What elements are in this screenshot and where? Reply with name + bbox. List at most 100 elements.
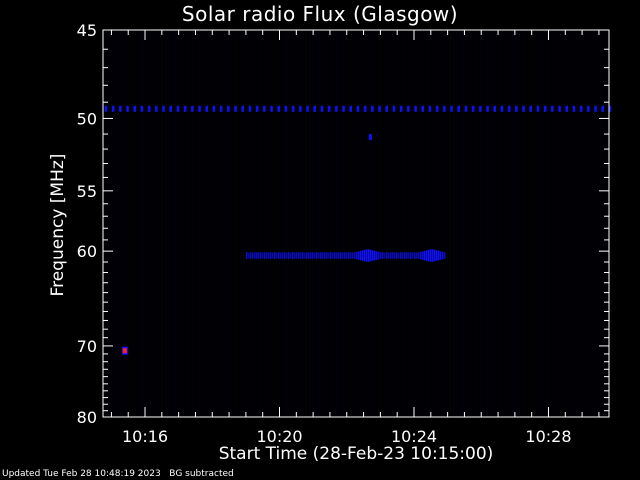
background-streak	[291, 30, 293, 417]
background-streak	[450, 30, 452, 417]
background-streak	[459, 30, 461, 417]
background-streak	[525, 30, 527, 417]
background-streak	[282, 30, 284, 417]
burst-band-segment	[245, 252, 248, 259]
interference-dash	[608, 105, 612, 112]
interference-dash	[479, 105, 482, 112]
background-streak	[360, 30, 362, 417]
y-tick-label: 80	[77, 408, 97, 427]
background-streak	[447, 30, 449, 417]
interference-dash	[457, 105, 460, 112]
interference-dash	[234, 105, 237, 112]
background-streak	[153, 30, 155, 417]
burst-band-segment	[415, 252, 418, 259]
interference-dash	[263, 105, 266, 112]
background-streak	[429, 30, 431, 417]
burst-band-segment	[379, 252, 382, 259]
background-streak	[204, 30, 206, 417]
x-tick-label: 10:20	[256, 427, 302, 446]
burst-band-segment	[417, 252, 420, 259]
interference-dash	[342, 105, 345, 112]
background-streak	[288, 30, 290, 417]
background-streak	[306, 30, 308, 417]
background-streak	[201, 30, 203, 417]
burst-band-segment	[307, 252, 310, 259]
background-streak	[219, 30, 221, 417]
background-streak	[477, 30, 479, 417]
background-streak	[435, 30, 437, 417]
burst-band-segment	[437, 250, 440, 261]
burst-band-segment	[391, 252, 394, 259]
interference-dash	[133, 105, 136, 112]
background-streak	[597, 30, 599, 417]
background-streak	[258, 30, 260, 417]
interference-dash	[558, 105, 561, 112]
burst-band-segment	[269, 252, 272, 259]
background-streak	[543, 30, 545, 417]
interference-dash	[241, 105, 244, 112]
y-tick-label: 55	[77, 182, 97, 201]
interference-dash	[515, 105, 518, 112]
burst-band-segment	[345, 252, 348, 259]
burst-band-segment	[413, 252, 416, 260]
plot-border	[102, 29, 610, 418]
background-streak	[342, 30, 344, 417]
interference-dash	[277, 105, 280, 112]
interference-dash	[183, 105, 187, 112]
burst-band-segment	[301, 252, 304, 259]
interference-dash	[428, 105, 432, 112]
background-streak	[420, 30, 422, 417]
background-streak	[333, 30, 335, 417]
burst-band-segment	[331, 252, 334, 259]
burst-band-segment	[357, 251, 360, 260]
interference-dash	[270, 105, 273, 112]
background-streak	[408, 30, 410, 417]
interference-dash	[371, 105, 374, 112]
burst-band-segment	[431, 249, 434, 262]
background-streak	[588, 30, 590, 417]
interference-dash	[313, 105, 316, 112]
interference-dash	[299, 105, 302, 112]
background-streak	[312, 30, 314, 417]
burst-band-segment	[299, 252, 302, 259]
burst-band-segment	[319, 252, 322, 259]
background-streak	[345, 30, 347, 417]
interference-dash	[399, 105, 403, 112]
background-streak	[594, 30, 596, 417]
background-streak	[582, 30, 584, 417]
background-streak	[156, 30, 158, 417]
background-streak	[117, 30, 119, 417]
background-streak	[285, 30, 287, 417]
interference-dash	[471, 105, 475, 112]
background-streak	[513, 30, 515, 417]
burst-band-segment	[347, 252, 350, 259]
background-streak	[603, 30, 605, 417]
interference-dash	[155, 105, 158, 112]
background-streak	[534, 30, 536, 417]
background-streak	[237, 30, 239, 417]
burst-band-segment	[393, 252, 396, 259]
background-streak	[354, 30, 356, 417]
background-streak	[222, 30, 224, 417]
footer-status: Updated Tue Feb 28 10:48:19 2023 BG subt…	[2, 469, 234, 479]
background-streak	[171, 30, 173, 417]
background-streak	[549, 30, 551, 417]
burst-band-segment	[267, 252, 270, 259]
burst-band-segment	[259, 252, 262, 259]
background-streak	[375, 30, 377, 417]
burst-band-segment	[385, 252, 388, 259]
burst-band-segment	[325, 252, 328, 259]
burst-band-segment	[421, 251, 424, 260]
background-streak	[162, 30, 164, 417]
burst-band-segment	[247, 252, 250, 259]
background-streak	[576, 30, 578, 417]
background-streak	[468, 30, 470, 417]
background-streak	[255, 30, 257, 417]
burst-band-segment	[263, 252, 266, 259]
background-streak	[393, 30, 395, 417]
background-streak	[231, 30, 233, 417]
background-streak	[486, 30, 488, 417]
updated-timestamp: Updated Tue Feb 28 10:48:19 2023	[2, 469, 161, 479]
background-streak	[267, 30, 269, 417]
burst-band-segment	[315, 252, 318, 259]
